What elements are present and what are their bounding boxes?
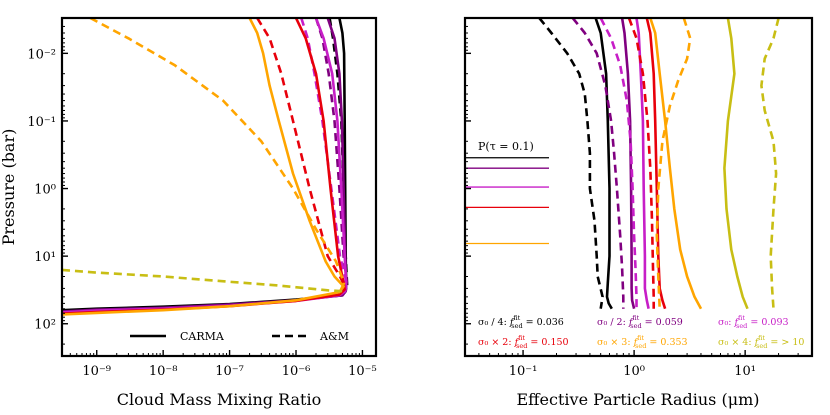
left-x-tick-label-3: 10⁻⁶ [282, 364, 311, 379]
right-series-line-4 [635, 18, 650, 309]
right-x-tick-label-0: 10⁻¹ [509, 364, 538, 379]
right-series-group [538, 18, 780, 310]
right-series-line-1 [538, 18, 604, 309]
fsed-legend-entry-1: σ₀ / 2: ffit sed = 0.059 [597, 314, 683, 330]
fsed-legend-entry-2: σ₀: ffit sed = 0.093 [718, 314, 789, 330]
left-legend: CARMA A&M [130, 330, 349, 343]
legend-label-am: A&M [319, 330, 349, 343]
fsed-legend-entry-3: σ₀ × 2: ffit sed = 0.150 [478, 334, 569, 350]
right-panel: 10⁻¹ 10⁰ 10¹ Effective Particle Radius (μm… [463, 16, 814, 409]
right-series-line-7 [627, 18, 655, 309]
right-x-tick-label-1: 10⁰ [623, 364, 645, 379]
right-series-line-10 [723, 18, 749, 310]
left-y-tick-label-2: 10⁰ [34, 183, 56, 198]
right-series-line-2 [620, 18, 636, 310]
left-y-tick-label-1: 10⁻¹ [27, 115, 56, 130]
left-x-tick-label-4: 10⁻⁵ [348, 364, 377, 379]
right-series-line-9 [655, 18, 692, 309]
left-panel: 10⁻⁹ 10⁻⁸ 10⁻⁷ 10⁻⁶ 10⁻⁵ 10⁻² 10⁻¹ 10⁰ 10¹ 10² Cl… [0, 16, 378, 409]
left-series-line-6 [62, 18, 346, 315]
left-ticks-group: 10⁻⁹ 10⁻⁸ 10⁻⁷ 10⁻⁶ 10⁻⁵ 10⁻² 10⁻¹ 10⁰ 10¹ 10² [27, 25, 377, 379]
right-x-tick-label-2: 10¹ [734, 364, 756, 379]
right-legend: σ₀ / 4: ffit sed = 0.036 σ₀ / 2: ffit sed =… [478, 314, 804, 350]
optical-depth-label: P(τ = 0.1) [478, 140, 534, 153]
left-x-tick-label-2: 10⁻⁷ [215, 364, 244, 379]
right-series-line-0 [594, 18, 613, 310]
right-x-axis-label: Effective Particle Radius (μm) [517, 390, 760, 409]
left-y-tick-label-0: 10⁻² [27, 47, 56, 62]
right-series-line-3 [571, 18, 625, 309]
left-series-group [62, 18, 349, 316]
left-x-tick-label-0: 10⁻⁹ [82, 364, 111, 379]
left-series-line-4 [62, 18, 348, 314]
left-x-axis-label: Cloud Mass Mixing Ratio [117, 390, 321, 409]
left-x-tick-label-1: 10⁻⁸ [149, 364, 178, 379]
left-series-line-10 [62, 268, 344, 295]
fsed-legend-entry-4: σ₀ × 3: ffit sed = 0.353 [597, 334, 688, 350]
fsed-legend-entry-0: σ₀ / 4: ffit sed = 0.036 [478, 314, 564, 330]
left-series-line-7 [256, 18, 346, 294]
left-y-axis-label: Pressure (bar) [0, 129, 18, 246]
right-plot-frame [463, 16, 814, 358]
left-series-line-2 [62, 18, 348, 313]
left-series-line-0 [62, 18, 348, 312]
left-y-tick-label-3: 10¹ [34, 250, 56, 265]
right-series-line-11 [760, 18, 780, 309]
left-series-line-9 [89, 18, 346, 294]
left-series-line-8 [62, 18, 345, 316]
fsed-legend-entry-5: σ₀ × 4: ffit sed = > 10 [718, 334, 804, 350]
right-series-line-6 [645, 18, 667, 310]
left-plot-frame [60, 16, 378, 358]
right-series-line-8 [649, 18, 703, 310]
left-y-tick-label-4: 10² [34, 318, 56, 333]
legend-label-carma: CARMA [180, 330, 225, 343]
right-optical-depth-markers [465, 157, 549, 245]
